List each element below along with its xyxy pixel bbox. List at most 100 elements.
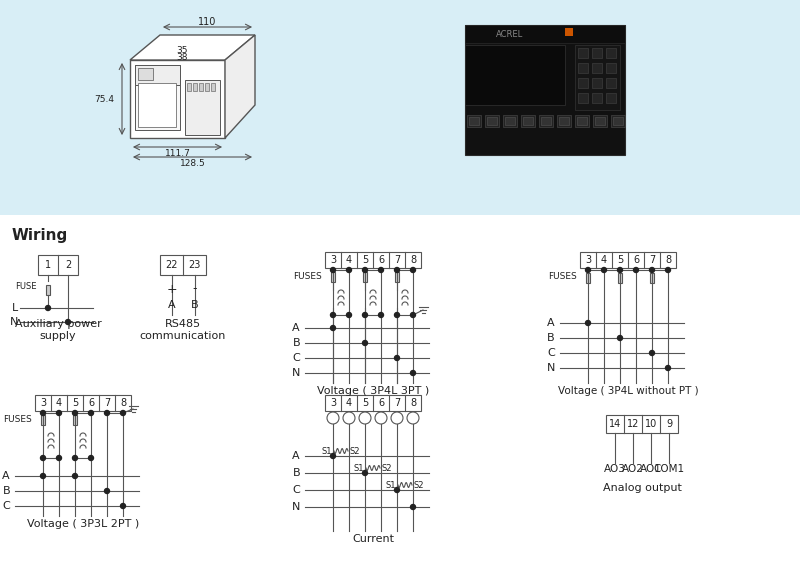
Circle shape (378, 312, 383, 318)
Circle shape (634, 268, 638, 273)
Text: 14: 14 (609, 419, 621, 429)
Circle shape (73, 473, 78, 479)
Bar (586, 273, 590, 283)
Text: Voltage ( 3P3L 2PT ): Voltage ( 3P3L 2PT ) (27, 519, 139, 529)
Text: 6: 6 (633, 255, 639, 265)
Bar (606, 78, 616, 88)
Text: 5: 5 (362, 398, 368, 408)
Text: 7: 7 (394, 398, 400, 408)
Circle shape (46, 306, 50, 310)
Bar (46, 285, 50, 295)
Text: A: A (168, 300, 175, 310)
Text: 3: 3 (40, 398, 46, 408)
Circle shape (666, 366, 670, 370)
Circle shape (330, 453, 335, 458)
Bar (650, 273, 654, 283)
Text: C: C (292, 485, 300, 495)
Bar (469, 117, 479, 125)
Text: AO3: AO3 (604, 464, 626, 474)
Circle shape (375, 412, 387, 424)
Text: 7: 7 (394, 255, 400, 265)
Circle shape (105, 489, 110, 494)
Circle shape (410, 504, 415, 509)
Bar (130, 60, 225, 138)
Text: S1: S1 (322, 447, 332, 456)
Circle shape (330, 312, 335, 318)
Bar (363, 272, 367, 282)
Text: FUSES: FUSES (3, 415, 32, 424)
Text: +: + (166, 283, 177, 296)
Text: Voltage ( 3P4L without PT ): Voltage ( 3P4L without PT ) (558, 386, 698, 396)
Bar (593, 115, 607, 127)
Text: Voltage ( 3P4L 3PT ): Voltage ( 3P4L 3PT ) (317, 386, 429, 396)
Circle shape (391, 412, 403, 424)
Text: N: N (10, 317, 18, 327)
Text: L: L (12, 303, 18, 313)
Text: -: - (192, 283, 197, 296)
Bar (199, 83, 203, 91)
Bar (578, 93, 588, 103)
Circle shape (618, 335, 622, 341)
Circle shape (359, 412, 371, 424)
Text: COM1: COM1 (654, 464, 685, 474)
Text: Wiring: Wiring (12, 228, 68, 243)
Bar (505, 117, 515, 125)
Circle shape (121, 504, 126, 508)
Circle shape (394, 488, 399, 493)
Text: B: B (292, 468, 300, 478)
Bar (487, 117, 497, 125)
Text: S1: S1 (386, 481, 396, 490)
Text: FUSE: FUSE (15, 282, 37, 291)
Text: 75.4: 75.4 (94, 94, 114, 103)
Circle shape (602, 268, 606, 273)
Text: A: A (2, 471, 10, 481)
Text: 12: 12 (627, 419, 639, 429)
Text: 3: 3 (330, 255, 336, 265)
Bar (595, 117, 605, 125)
Text: 23: 23 (188, 260, 201, 270)
Circle shape (89, 411, 94, 416)
Text: AO2: AO2 (622, 464, 644, 474)
Bar (592, 78, 602, 88)
Bar (73, 415, 77, 425)
Circle shape (410, 312, 415, 318)
Bar (467, 115, 481, 127)
Text: 6: 6 (88, 398, 94, 408)
Bar (521, 115, 535, 127)
Bar (395, 272, 399, 282)
Bar (606, 48, 616, 58)
Polygon shape (130, 35, 255, 60)
Text: S2: S2 (382, 463, 393, 472)
Text: N: N (546, 363, 555, 373)
Text: B: B (547, 333, 555, 343)
Text: 9: 9 (666, 419, 672, 429)
Text: 6: 6 (378, 398, 384, 408)
Polygon shape (225, 35, 255, 138)
Text: 6: 6 (378, 255, 384, 265)
Text: C: C (547, 348, 555, 358)
Circle shape (410, 370, 415, 375)
Bar (465, 25, 625, 43)
Circle shape (407, 412, 419, 424)
Bar (611, 115, 625, 127)
Circle shape (586, 268, 590, 273)
Bar (541, 117, 551, 125)
Circle shape (362, 341, 367, 346)
Bar (211, 83, 215, 91)
Text: 4: 4 (346, 398, 352, 408)
Text: 128.5: 128.5 (180, 159, 206, 168)
Bar (613, 117, 623, 125)
Circle shape (330, 268, 335, 273)
Bar (35, 395, 131, 411)
Text: 3: 3 (330, 398, 336, 408)
Text: 8: 8 (665, 255, 671, 265)
Bar (185, 80, 220, 135)
Text: 111.7: 111.7 (165, 149, 190, 158)
Bar (575, 115, 589, 127)
Circle shape (66, 320, 70, 324)
Text: S2: S2 (350, 447, 361, 456)
Text: 4: 4 (56, 398, 62, 408)
Text: 5: 5 (617, 255, 623, 265)
Text: Auxiliary power
supply: Auxiliary power supply (14, 319, 102, 341)
Bar (575, 45, 620, 110)
